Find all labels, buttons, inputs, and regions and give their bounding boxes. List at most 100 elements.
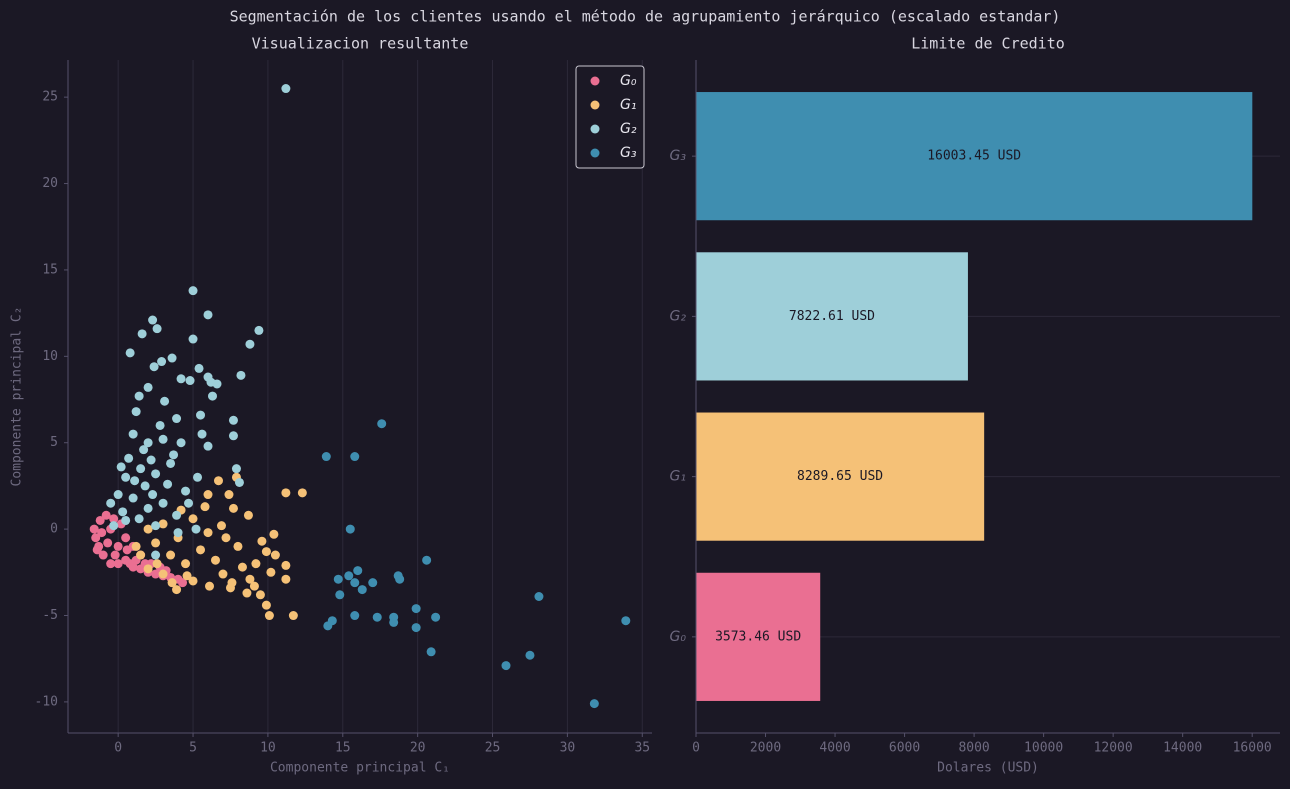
legend-marker: [590, 100, 600, 110]
y-tick-label: -5: [42, 608, 58, 623]
point: [113, 490, 123, 500]
point: [152, 324, 162, 334]
point: [368, 578, 378, 588]
point: [281, 560, 291, 570]
point: [288, 611, 298, 621]
x-tick-label: 35: [634, 741, 650, 756]
point: [345, 524, 355, 534]
point: [344, 571, 354, 581]
point: [157, 357, 167, 367]
point: [501, 661, 511, 671]
point: [128, 493, 138, 503]
point: [155, 420, 165, 430]
point: [113, 559, 123, 569]
y-tick-label: G₀: [670, 629, 687, 645]
x-tick-label: 0: [114, 741, 122, 756]
point: [188, 334, 198, 344]
point: [249, 581, 259, 591]
point: [194, 363, 204, 373]
point: [210, 555, 220, 565]
legend-label: G₂: [620, 121, 637, 137]
x-tick-label: 25: [485, 741, 501, 756]
point: [193, 472, 203, 482]
legend-marker: [590, 124, 600, 134]
legend-marker: [590, 76, 600, 86]
point: [109, 521, 119, 531]
point: [136, 550, 146, 560]
point: [269, 529, 279, 539]
x-tick-label: 12000: [1094, 741, 1133, 756]
point: [128, 429, 138, 439]
point: [243, 510, 253, 520]
point: [231, 464, 241, 474]
y-tick-label: 10: [42, 349, 58, 364]
point: [166, 550, 176, 560]
point: [184, 498, 194, 508]
y-tick-label: 5: [50, 435, 58, 450]
point: [245, 339, 255, 349]
point: [205, 581, 215, 591]
point: [121, 515, 131, 525]
point: [251, 559, 261, 569]
point: [116, 462, 126, 472]
point: [237, 562, 247, 572]
bar-value-label: 8289.65 USD: [797, 469, 883, 484]
point: [143, 564, 153, 574]
x-tick-label: 15: [335, 741, 351, 756]
point: [163, 479, 173, 489]
point: [166, 458, 176, 468]
figure-title: Segmentación de los clientes usando el m…: [230, 8, 1061, 26]
point: [203, 310, 213, 320]
point: [188, 286, 198, 296]
point: [113, 541, 123, 551]
x-tick-label: 4000: [819, 741, 850, 756]
point: [176, 438, 186, 448]
x-tick-label: 10: [260, 741, 276, 756]
point: [221, 533, 231, 543]
point: [148, 490, 158, 500]
point: [350, 578, 360, 588]
legend-label: G₃: [620, 145, 637, 161]
point: [97, 528, 107, 538]
point: [212, 379, 222, 389]
bar: [696, 412, 985, 541]
point: [151, 521, 161, 531]
point: [95, 515, 105, 525]
point: [377, 419, 387, 429]
legend-label: G₁: [620, 97, 636, 113]
x-tick-label: 16000: [1233, 741, 1272, 756]
point: [91, 533, 101, 543]
point: [357, 585, 367, 595]
legend-box: [575, 65, 645, 169]
y-axis-label: Componente principal C₂: [10, 306, 25, 486]
point: [158, 569, 168, 579]
point: [264, 611, 274, 621]
point: [140, 481, 150, 491]
x-tick-label: 2000: [750, 741, 781, 756]
point: [101, 510, 111, 520]
point: [122, 545, 132, 555]
point: [236, 370, 246, 380]
point: [160, 396, 170, 406]
point: [173, 528, 183, 538]
chart-title: Limite de Credito: [911, 35, 1065, 53]
point: [191, 524, 201, 534]
point: [172, 585, 182, 595]
point: [136, 464, 146, 474]
point: [151, 469, 161, 479]
point: [203, 490, 213, 500]
bar: [696, 92, 1253, 221]
point: [151, 569, 161, 579]
point: [106, 559, 116, 569]
point: [182, 571, 192, 581]
point: [196, 410, 206, 420]
point: [261, 547, 271, 557]
point: [431, 612, 441, 622]
bar: [696, 252, 968, 381]
point: [146, 455, 156, 465]
y-tick-label: 20: [42, 176, 58, 191]
chart-title: Visualizacion resultante: [252, 35, 469, 53]
point: [395, 574, 405, 584]
bar-value-label: 3573.46 USD: [715, 629, 801, 644]
